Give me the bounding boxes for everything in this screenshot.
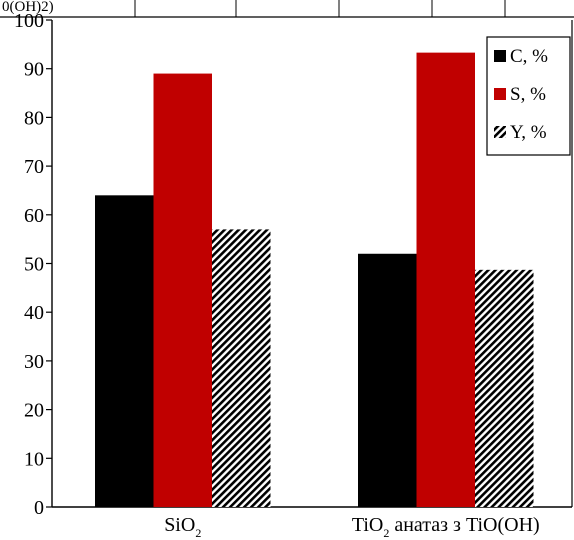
x-category-label: SiO2 [164,514,201,540]
y-tick-label: 90 [24,59,44,81]
bar-c-0 [95,195,154,507]
legend-swatch [494,50,506,62]
legend-swatch [494,88,506,100]
bar-s-1 [416,52,475,508]
x-axis-categories: SiO2 TiO2 анатаз з TiO(OH) [164,514,539,540]
y-tick-label: 100 [14,10,44,32]
bar-y-0 [212,229,271,507]
legend-swatch [494,126,506,138]
y-tick-label: 40 [24,302,44,324]
y-tick-label: 70 [24,156,44,178]
y-tick-label: 10 [24,448,44,470]
y-tick-label: 0 [34,497,44,519]
y-tick-label: 20 [24,400,44,422]
y-tick-label: 50 [24,254,44,276]
legend-label: C, % [510,46,548,67]
legend-label: Y, % [510,122,547,143]
y-tick-label: 60 [24,205,44,227]
y-axis-ticks: 0 10 20 30 40 50 60 70 80 90 100 [14,10,52,519]
header-fragment: 0(ОН)2) [0,0,574,18]
bar-s-0 [153,73,212,507]
header-fragment-text: 0(ОН)2) [2,0,54,15]
bar-y-1 [475,269,534,507]
y-tick-label: 80 [24,107,44,129]
x-category-label: TiO2 анатаз з TiO(OH) [352,514,540,540]
legend-label: S, % [510,84,546,105]
bar-c-1 [358,253,417,507]
legend: C, % S, % Y, % [486,36,571,156]
bars [95,52,534,508]
y-tick-label: 30 [24,351,44,373]
